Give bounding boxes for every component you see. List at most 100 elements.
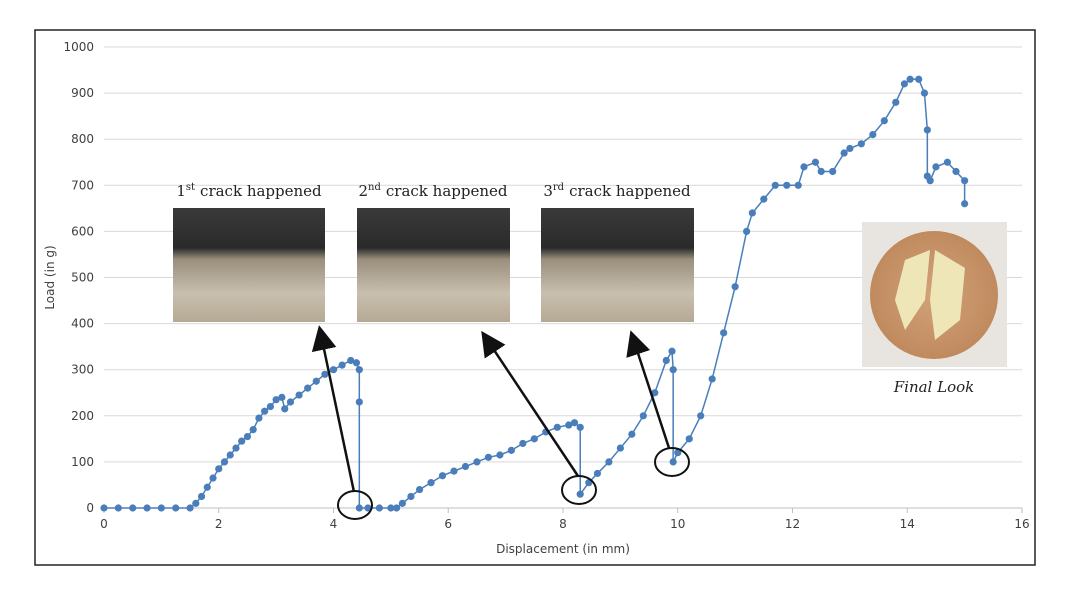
data-point bbox=[203, 483, 211, 491]
data-point bbox=[352, 359, 361, 367]
x-tick-label: 16 bbox=[1014, 517, 1029, 531]
data-point bbox=[261, 407, 269, 415]
data-point bbox=[197, 492, 206, 501]
data-point bbox=[943, 158, 952, 166]
data-point bbox=[697, 412, 705, 420]
x-tick-label: 8 bbox=[559, 517, 567, 531]
data-point bbox=[304, 384, 312, 392]
data-point bbox=[364, 504, 372, 512]
y-tick-label: 700 bbox=[71, 178, 94, 192]
data-point bbox=[771, 181, 779, 189]
annotation: 1st crack happened bbox=[176, 182, 322, 200]
callout-ring bbox=[561, 475, 597, 505]
data-point bbox=[553, 423, 561, 431]
x-tick-label: 0 bbox=[100, 517, 108, 531]
data-point bbox=[961, 177, 969, 185]
data-point bbox=[209, 474, 217, 482]
data-point bbox=[857, 140, 865, 148]
callouts bbox=[311, 325, 690, 520]
data-point bbox=[846, 144, 854, 153]
data-point bbox=[920, 89, 929, 97]
data-point bbox=[226, 451, 234, 459]
data-point bbox=[375, 504, 383, 512]
data-point bbox=[628, 430, 636, 438]
data-point bbox=[461, 462, 470, 471]
data-point bbox=[355, 398, 363, 406]
data-point bbox=[172, 504, 180, 512]
data-point bbox=[783, 181, 791, 189]
data-point bbox=[720, 329, 728, 337]
data-point bbox=[496, 451, 504, 459]
data-point bbox=[669, 366, 677, 374]
data-point bbox=[415, 485, 424, 494]
y-tick-label: 0 bbox=[86, 501, 94, 515]
data-point bbox=[811, 158, 820, 166]
data-point bbox=[800, 163, 808, 171]
arrow bbox=[481, 330, 580, 477]
data-point bbox=[321, 370, 329, 378]
x-tick-label: 14 bbox=[900, 517, 915, 531]
data-point bbox=[157, 504, 165, 512]
data-point bbox=[923, 126, 931, 134]
y-tick-label: 400 bbox=[71, 317, 94, 331]
data-point bbox=[519, 439, 527, 448]
data-point bbox=[473, 458, 481, 466]
y-tick-label: 300 bbox=[71, 363, 94, 377]
photo-tile bbox=[895, 250, 965, 340]
data-point bbox=[662, 356, 670, 365]
data-point bbox=[507, 446, 515, 454]
y-tick-label: 1000 bbox=[63, 40, 94, 54]
data-point bbox=[329, 366, 338, 374]
data-point bbox=[906, 75, 914, 83]
x-tick-label: 12 bbox=[785, 517, 800, 531]
data-point bbox=[593, 469, 602, 478]
data-point bbox=[255, 414, 263, 422]
data-point bbox=[192, 499, 200, 507]
data-point bbox=[530, 435, 538, 443]
data-point bbox=[674, 449, 682, 457]
data-point bbox=[576, 490, 584, 498]
data-point bbox=[840, 149, 848, 157]
data-point bbox=[220, 458, 229, 466]
photo bbox=[541, 208, 694, 322]
x-tick-label: 6 bbox=[444, 517, 452, 531]
photo bbox=[173, 208, 325, 322]
data-point bbox=[312, 377, 320, 385]
data-point bbox=[347, 356, 355, 365]
x-axis-label: Displacement (in mm) bbox=[496, 542, 630, 556]
y-tick-label: 100 bbox=[71, 455, 94, 469]
data-point bbox=[829, 167, 837, 176]
x-tick-label: 10 bbox=[670, 517, 685, 531]
data-point bbox=[114, 504, 122, 512]
data-point bbox=[243, 432, 252, 441]
y-tick-label: 900 bbox=[71, 86, 94, 100]
final-caption: Final Look bbox=[893, 378, 975, 396]
data-point bbox=[743, 227, 751, 235]
data-point bbox=[143, 504, 151, 512]
data-point bbox=[393, 504, 401, 512]
y-tick-label: 500 bbox=[71, 271, 94, 285]
y-tick-label: 800 bbox=[71, 132, 94, 146]
arrow bbox=[626, 330, 671, 449]
data-point bbox=[748, 209, 756, 217]
data-point bbox=[900, 80, 908, 88]
data-point bbox=[616, 444, 624, 452]
data-point bbox=[685, 435, 693, 443]
data-point bbox=[932, 163, 940, 171]
data-point bbox=[427, 479, 435, 487]
data-point bbox=[232, 444, 240, 452]
data-point bbox=[355, 504, 363, 512]
data-point bbox=[338, 361, 346, 369]
data-point bbox=[570, 419, 579, 427]
data-point bbox=[668, 347, 676, 355]
data-point bbox=[915, 75, 923, 83]
data-point bbox=[249, 426, 257, 434]
data-point bbox=[760, 195, 768, 203]
data-point bbox=[605, 458, 613, 466]
photo bbox=[357, 208, 510, 322]
data-point bbox=[278, 393, 286, 401]
data-point bbox=[286, 398, 295, 406]
data-point bbox=[926, 177, 934, 185]
data-point bbox=[238, 437, 246, 445]
